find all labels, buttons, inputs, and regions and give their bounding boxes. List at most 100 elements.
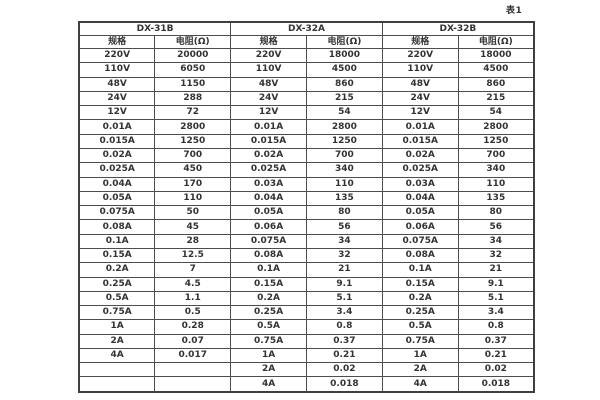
spec-cell: 220V [381, 47, 459, 64]
column-header: 规格 [381, 35, 459, 49]
column-header: 电阻(Ω) [305, 35, 383, 49]
spec-cell: 0.01A [230, 119, 307, 135]
spec-cell: 1A [381, 347, 459, 364]
resistance-cell: 0.21 [457, 347, 535, 364]
spec-cell: 220V [230, 47, 307, 64]
resistance-cell: 3.4 [305, 305, 383, 321]
resistance-cell: 54 [305, 105, 383, 121]
spec-cell: 0.25A [78, 276, 156, 292]
spec-cell: 0.02A [78, 147, 156, 164]
resistance-cell: 1250 [305, 133, 383, 149]
resistance-cell: 72 [154, 105, 232, 121]
column-header: 电阻(Ω) [154, 35, 232, 49]
resistance-cell: 0.02 [457, 362, 535, 378]
table-row: 0.025A 450 0.025A 340 0.025A 340 [78, 162, 535, 178]
resistance-cell: 0.018 [305, 376, 383, 393]
resistance-cell: 110 [154, 190, 232, 207]
spec-cell: 4A [381, 376, 459, 393]
table-row: 0.1A 28 0.075A 34 0.075A 34 [78, 233, 535, 249]
resistance-cell: 28 [154, 233, 232, 249]
spec-cell: 0.75A [381, 333, 459, 349]
table-row: 0.5A 1.1 0.2A 5.1 0.2A 5.1 [78, 290, 535, 307]
resistance-cell [154, 376, 232, 393]
spec-cell: 0.06A [381, 219, 459, 235]
table-row: 220V 20000 220V 18000 220V 18000 [78, 47, 535, 64]
table-row: 0.015A 1250 0.015A 1250 0.015A 1250 [78, 133, 535, 149]
spec-cell: 1A [230, 347, 307, 364]
group-header: DX-31B [78, 21, 232, 36]
table-row: 0.04A 170 0.03A 110 0.03A 110 [78, 176, 535, 192]
resistance-cell: 2800 [305, 119, 383, 135]
resistance-cell: 45 [154, 219, 232, 235]
table-row: 48V 1150 48V 860 48V 860 [78, 76, 535, 92]
spec-cell: 0.01A [381, 119, 459, 135]
spec-cell: 0.025A [381, 162, 459, 178]
resistance-cell: 0.02 [305, 362, 383, 378]
spec-cell: 0.015A [78, 133, 156, 149]
table-row: 0.05A 110 0.04A 135 0.04A 135 [78, 190, 535, 207]
resistance-cell: 80 [305, 205, 383, 221]
resistance-cell: 170 [154, 176, 232, 192]
spec-cell: 0.1A [381, 262, 459, 278]
spec-cell: 110V [381, 62, 459, 78]
spec-cell: 0.25A [381, 305, 459, 321]
spec-cell: 0.08A [78, 219, 156, 235]
group-header: DX-32A [230, 21, 383, 36]
spec-cell: 0.75A [230, 333, 307, 349]
spec-cell: 0.03A [381, 176, 459, 192]
table-caption: 表1 [506, 6, 523, 16]
spec-table-head: DX-31B DX-32A DX-32B 规格 电阻(Ω) 规格 电阻(Ω) 规格 电阻(Ω) [78, 21, 535, 49]
resistance-cell: 215 [305, 90, 383, 107]
spec-cell: 0.15A [230, 276, 307, 292]
resistance-cell: 0.018 [457, 376, 535, 393]
spec-cell: 0.04A [78, 176, 156, 192]
resistance-cell: 18000 [305, 47, 383, 64]
spec-cell: 0.015A [381, 133, 459, 149]
resistance-cell: 1250 [457, 133, 535, 149]
spec-cell: 220V [78, 47, 156, 64]
spec-cell: 0.2A [381, 290, 459, 307]
spec-cell: 0.06A [230, 219, 307, 235]
resistance-cell: 0.8 [305, 319, 383, 335]
table-row: 4A 0.018 4A 0.018 [78, 376, 535, 393]
resistance-cell: 135 [305, 190, 383, 207]
resistance-cell: 56 [457, 219, 535, 235]
table-row: 0.75A 0.5 0.25A 3.4 0.25A 3.4 [78, 305, 535, 321]
resistance-cell: 1.1 [154, 290, 232, 307]
spec-cell: 0.5A [78, 290, 156, 307]
spec-cell: 0.04A [381, 190, 459, 207]
resistance-cell: 80 [457, 205, 535, 221]
resistance-cell: 34 [457, 233, 535, 249]
spec-cell: 110V [230, 62, 307, 78]
spec-cell: 0.2A [230, 290, 307, 307]
resistance-cell: 0.21 [305, 347, 383, 364]
resistance-cell: 6050 [154, 62, 232, 78]
resistance-cell: 0.37 [305, 333, 383, 349]
resistance-cell: 340 [305, 162, 383, 178]
resistance-cell: 215 [457, 90, 535, 107]
spec-cell: 4A [78, 347, 156, 364]
spec-cell: 0.02A [381, 147, 459, 164]
resistance-cell: 4.5 [154, 276, 232, 292]
resistance-cell: 340 [457, 162, 535, 178]
table-row: 0.02A 700 0.02A 700 0.02A 700 [78, 147, 535, 164]
resistance-cell: 1150 [154, 76, 232, 92]
resistance-cell: 135 [457, 190, 535, 207]
resistance-cell: 0.37 [457, 333, 535, 349]
spec-cell: 48V [230, 76, 307, 92]
spec-cell [78, 362, 156, 378]
resistance-cell: 7 [154, 262, 232, 278]
spec-cell: 4A [230, 376, 307, 393]
resistance-cell: 50 [154, 205, 232, 221]
spec-cell: 48V [381, 76, 459, 92]
spec-cell: 48V [78, 76, 156, 92]
resistance-cell: 4500 [457, 62, 535, 78]
spec-cell: 12V [381, 105, 459, 121]
table-row: 1A 0.28 0.5A 0.8 0.5A 0.8 [78, 319, 535, 335]
spec-table: DX-31B DX-32A DX-32B 规格 电阻(Ω) 规格 电阻(Ω) 规格 电阻(Ω) … [78, 21, 535, 393]
spec-cell: 0.25A [230, 305, 307, 321]
resistance-cell: 9.1 [457, 276, 535, 292]
table-row: 0.2A 7 0.1A 21 0.1A 21 [78, 262, 535, 278]
spec-cell: 0.75A [78, 305, 156, 321]
